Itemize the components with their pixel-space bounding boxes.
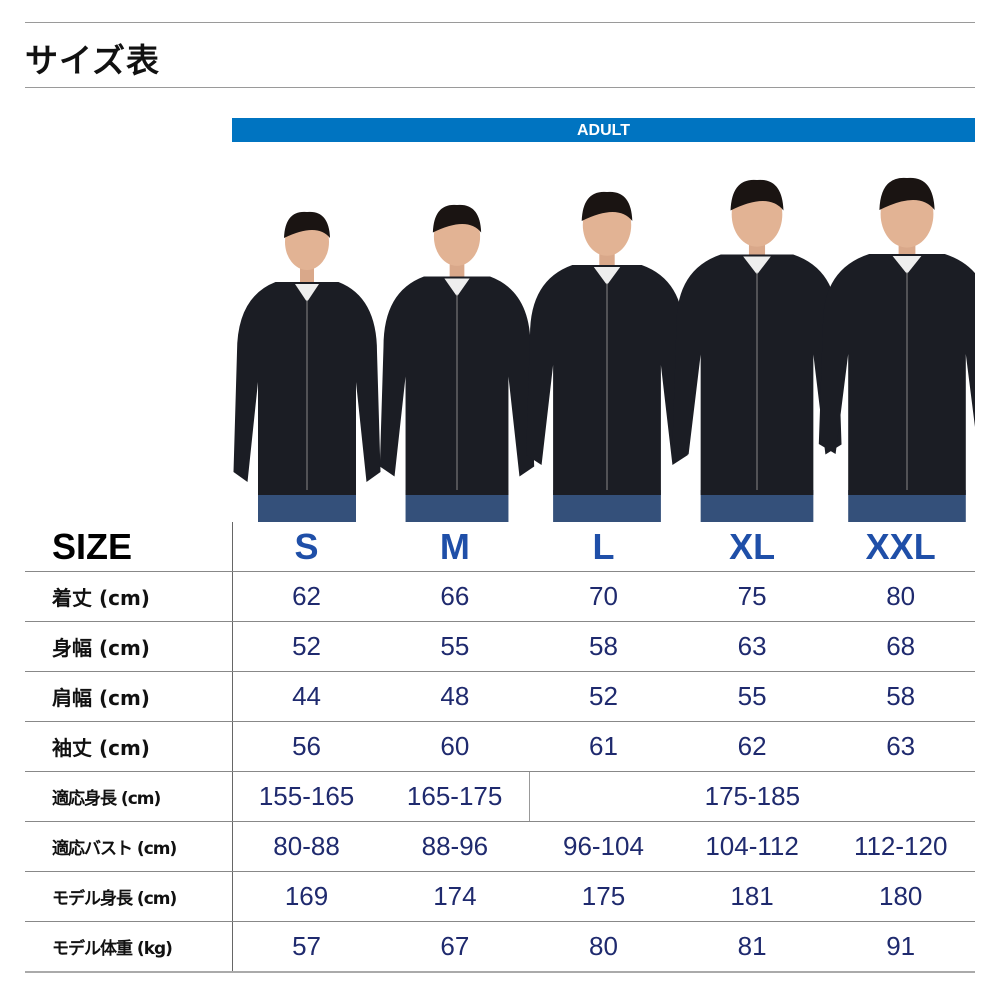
- cell: 60: [380, 721, 530, 772]
- cell: 48: [380, 671, 530, 722]
- table-row: モデル体重 (kg) 57 67 80 81 91: [25, 921, 975, 973]
- cell: 62: [232, 571, 381, 622]
- cell: 55: [677, 671, 827, 722]
- cell: 175: [529, 871, 678, 922]
- row-label: モデル身長 (cm): [25, 871, 233, 922]
- cell: 112-120: [826, 821, 975, 872]
- row-label: 袖丈 (cm): [25, 721, 233, 772]
- size-xl: XL: [677, 522, 827, 572]
- size-header-row: SIZE S M L XL XXL: [25, 522, 975, 572]
- cell: 56: [232, 721, 381, 772]
- cell: 61: [529, 721, 678, 772]
- table-row: 着丈 (cm) 62 66 70 75 80: [25, 571, 975, 622]
- model-figure: [818, 177, 975, 522]
- size-label: SIZE: [25, 522, 233, 572]
- cell: 75: [677, 571, 827, 622]
- cell: 52: [232, 621, 381, 672]
- cell: 63: [677, 621, 827, 672]
- row-label: モデル体重 (kg): [25, 921, 233, 973]
- cell: 88-96: [380, 821, 530, 872]
- cell: 174: [380, 871, 530, 922]
- row-label: 適応バスト (cm): [25, 821, 233, 872]
- table-row: 袖丈 (cm) 56 60 61 62 63: [25, 721, 975, 772]
- table-row: 適応バスト (cm) 80-88 88-96 96-104 104-112 112-120: [25, 821, 975, 872]
- cell: 58: [529, 621, 678, 672]
- cell: 67: [380, 921, 530, 973]
- model-figure: [379, 204, 535, 522]
- cell: 81: [677, 921, 827, 973]
- adult-band: ADULT: [232, 118, 975, 142]
- row-label: 適応身長 (cm): [25, 771, 233, 822]
- table-row: モデル身長 (cm) 169 174 175 181 180: [25, 871, 975, 922]
- size-table: SIZE S M L XL XXL 着丈 (cm) 62 66 70 75 80 身幅 (…: [25, 522, 975, 973]
- cell: 80: [826, 571, 975, 622]
- cell: 70: [529, 571, 678, 622]
- cell: 57: [232, 921, 381, 973]
- title-divider: [25, 87, 975, 88]
- cell: 44: [232, 671, 381, 722]
- cell: 58: [826, 671, 975, 722]
- size-xxl: XXL: [826, 522, 975, 572]
- size-l: L: [529, 522, 678, 572]
- cell: 68: [826, 621, 975, 672]
- cell: 52: [529, 671, 678, 722]
- cell: 80: [529, 921, 678, 973]
- cell: 91: [826, 921, 975, 973]
- row-label: 着丈 (cm): [25, 571, 233, 622]
- model-figure: [672, 179, 842, 522]
- page-title: サイズ表: [25, 41, 161, 80]
- cell: 66: [380, 571, 530, 622]
- cell: 165-175: [380, 771, 530, 822]
- model-photos: [233, 177, 975, 522]
- cell: 169: [232, 871, 381, 922]
- table-row: 適応身長 (cm) 155-165 165-175 175-185: [25, 771, 975, 822]
- cell: 80-88: [232, 821, 381, 872]
- model-figure: [526, 191, 688, 522]
- table-row: 身幅 (cm) 52 55 58 63 68: [25, 621, 975, 672]
- size-s: S: [232, 522, 381, 572]
- cell: 155-165: [232, 771, 381, 822]
- cell: 55: [380, 621, 530, 672]
- row-label: 肩幅 (cm): [25, 671, 233, 722]
- cell: 62: [677, 721, 827, 772]
- model-figure: [233, 211, 381, 522]
- table-row: 肩幅 (cm) 44 48 52 55 58: [25, 671, 975, 722]
- cell-merged: 175-185: [529, 771, 975, 822]
- top-divider: [25, 22, 975, 23]
- size-m: M: [380, 522, 530, 572]
- cell: 104-112: [677, 821, 827, 872]
- row-label: 身幅 (cm): [25, 621, 233, 672]
- cell: 180: [826, 871, 975, 922]
- cell: 63: [826, 721, 975, 772]
- cell: 96-104: [529, 821, 678, 872]
- cell: 181: [677, 871, 827, 922]
